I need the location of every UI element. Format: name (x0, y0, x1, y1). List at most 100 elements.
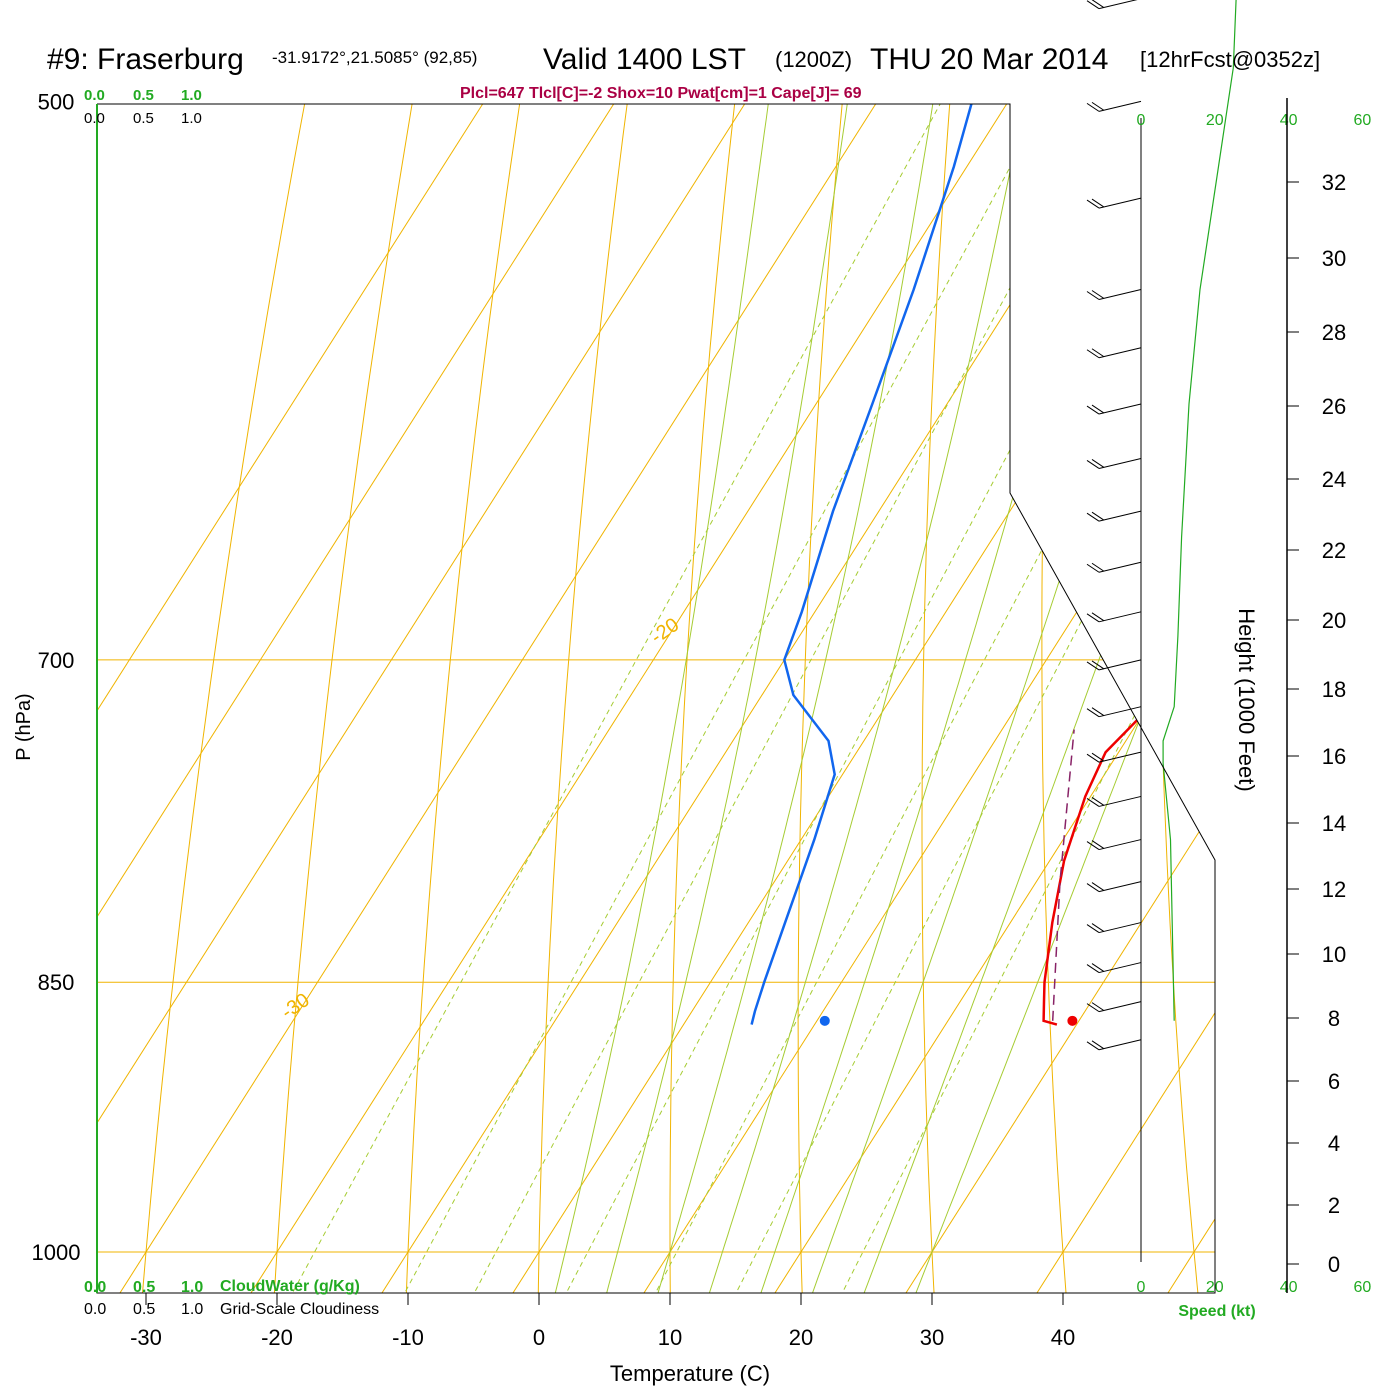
cloudiness-bottom-tick-2: 1.0 (181, 1301, 203, 1318)
wind-barb-feather (1086, 0, 1100, 10)
wind-barb-feather (1086, 883, 1100, 892)
wind-barb-feather (1086, 563, 1100, 573)
wind-barb-staff (1098, 962, 1142, 974)
cloudwater-bottom-tick-2: 1.0 (181, 1279, 203, 1296)
speed-tick-label-top: 20 (1206, 112, 1224, 129)
isotherm-line (438, 104, 1215, 1293)
cloudwater-axis-label: CloudWater (g/Kg) (220, 1278, 360, 1295)
cloud-water-scale-bottom: 0.0 0.5 1.0 CloudWater (g/Kg) (84, 1278, 360, 1296)
temperature-tick-label: -20 (261, 1325, 293, 1350)
height-tick-label: 32 (1322, 170, 1346, 195)
height-tick-label: 4 (1328, 1131, 1340, 1156)
speed-tick-label-top: 40 (1280, 112, 1298, 129)
wind-barb-staff (1098, 197, 1142, 209)
wind-barb-staff (1098, 881, 1142, 893)
wind-barb (1086, 197, 1142, 209)
wind-barb-feather (1086, 291, 1100, 300)
wind-barb-feather (1086, 512, 1100, 522)
dry-adiabat-line (921, 104, 1109, 1293)
surface-dewpoint-marker (819, 1015, 830, 1026)
wind-barb-feather (1091, 348, 1105, 358)
wind-barb (1086, 0, 1138, 10)
wind-barb-feather (1091, 1002, 1105, 1012)
height-tick-label: 10 (1322, 942, 1346, 967)
wind-barb (1086, 839, 1142, 851)
mixing-ratio-line (228, 104, 1146, 1293)
wind-barb-staff (1098, 611, 1142, 623)
height-tick-label: 28 (1322, 320, 1346, 345)
chart-frame (96, 98, 1299, 1305)
wind-barb-feather (1086, 102, 1100, 112)
isotherm-line (97, 104, 1215, 1293)
wind-barb-feather (1091, 660, 1105, 670)
height-tick-label: 16 (1322, 744, 1346, 769)
height-tick-label: 0 (1328, 1252, 1340, 1277)
wind-barb-feather (1091, 459, 1105, 468)
isotherm-line (176, 104, 1215, 1293)
wind-barb-staff (1098, 289, 1142, 300)
wind-barb-staff (1098, 659, 1142, 671)
moist-adiabat-line (720, 104, 1215, 1293)
wind-barb-feather (1086, 964, 1100, 973)
wind-barb-feather (1091, 923, 1105, 932)
wind-barb-feather (1091, 0, 1105, 9)
wind-barb-feather (1091, 290, 1105, 299)
temperature-tick-label: 0 (533, 1325, 545, 1350)
wind-barb (1086, 922, 1142, 934)
mixing-ratio-line (504, 104, 1215, 1293)
moist-adiabat-line (769, 104, 1215, 1293)
wind-barb-staff (1098, 510, 1142, 522)
cloudiness-tick-1: 0.5 (133, 110, 154, 127)
wind-barb-staff (1098, 1039, 1142, 1051)
wind-barb-feather (1086, 199, 1100, 209)
wind-barb-feather (1086, 661, 1100, 671)
dry-adiabat-line (402, 104, 760, 1293)
wind-barb-staff (1098, 1001, 1142, 1013)
height-tick-label: 14 (1322, 811, 1346, 836)
cloudiness-scale-bottom: 0.0 0.5 1.0 Grid-Scale Cloudiness (84, 1301, 379, 1318)
cloudiness-bottom-tick-1: 0.5 (133, 1301, 155, 1318)
dry-adiabat-line (267, 104, 673, 1293)
moist-adiabat-line (622, 104, 1117, 1293)
wind-barb-staff (1098, 403, 1142, 415)
parcel-path-line (1051, 729, 1075, 1021)
wind-barb-feather (1091, 707, 1105, 717)
wind-barb-feather (1091, 101, 1105, 111)
height-tick-label: 30 (1322, 246, 1346, 271)
temperature-tick-label: 40 (1051, 1325, 1075, 1350)
cloudwater-tick-1: 0.5 (133, 87, 154, 104)
temperature-tick-label: 10 (658, 1325, 682, 1350)
wind-barb-feather (1086, 1003, 1100, 1013)
dewpoint-line (750, 104, 1215, 1025)
speed-tick-label-top: 60 (1354, 112, 1372, 129)
wind-barb (1086, 751, 1142, 763)
height-tick-label: 12 (1322, 877, 1346, 902)
wind-barb-staff (1098, 706, 1142, 718)
mixing-ratio-line (782, 104, 1215, 1293)
cloudwater-bottom-tick-1: 0.5 (133, 1279, 155, 1296)
wind-barb-staff (1098, 561, 1142, 573)
pressure-tick-label: 850 (38, 970, 75, 995)
sounding-profiles (750, 104, 1215, 1026)
dry-adiabat-line (1041, 104, 1196, 1293)
height-tick-label: 6 (1328, 1069, 1340, 1094)
pressure-tick-label: 500 (38, 89, 75, 114)
y-axis-title: P (hPa) (13, 693, 35, 760)
height-tick-label: 2 (1328, 1193, 1340, 1218)
isotherm-line (569, 104, 1215, 1293)
wind-barb-staff (1098, 347, 1142, 359)
height-tick-label: 24 (1322, 467, 1346, 492)
axis-labels: 0246810121416182022242628303225030040050… (32, 89, 1347, 1350)
cloudiness-scale-top: 0.0 0.5 1.0 (84, 110, 202, 127)
speed-tick-label-bottom: 0 (1137, 1279, 1146, 1296)
wind-barb (1086, 347, 1142, 359)
moist-adiabat-line (671, 104, 1213, 1293)
height-tick-label: 26 (1322, 394, 1346, 419)
wind-barb (1086, 706, 1142, 718)
wind-barb-feather (1086, 924, 1100, 933)
x-axis-title: Temperature (C) (610, 1361, 770, 1386)
cloudwater-tick-2: 1.0 (181, 87, 202, 104)
wind-barb (1086, 611, 1142, 623)
